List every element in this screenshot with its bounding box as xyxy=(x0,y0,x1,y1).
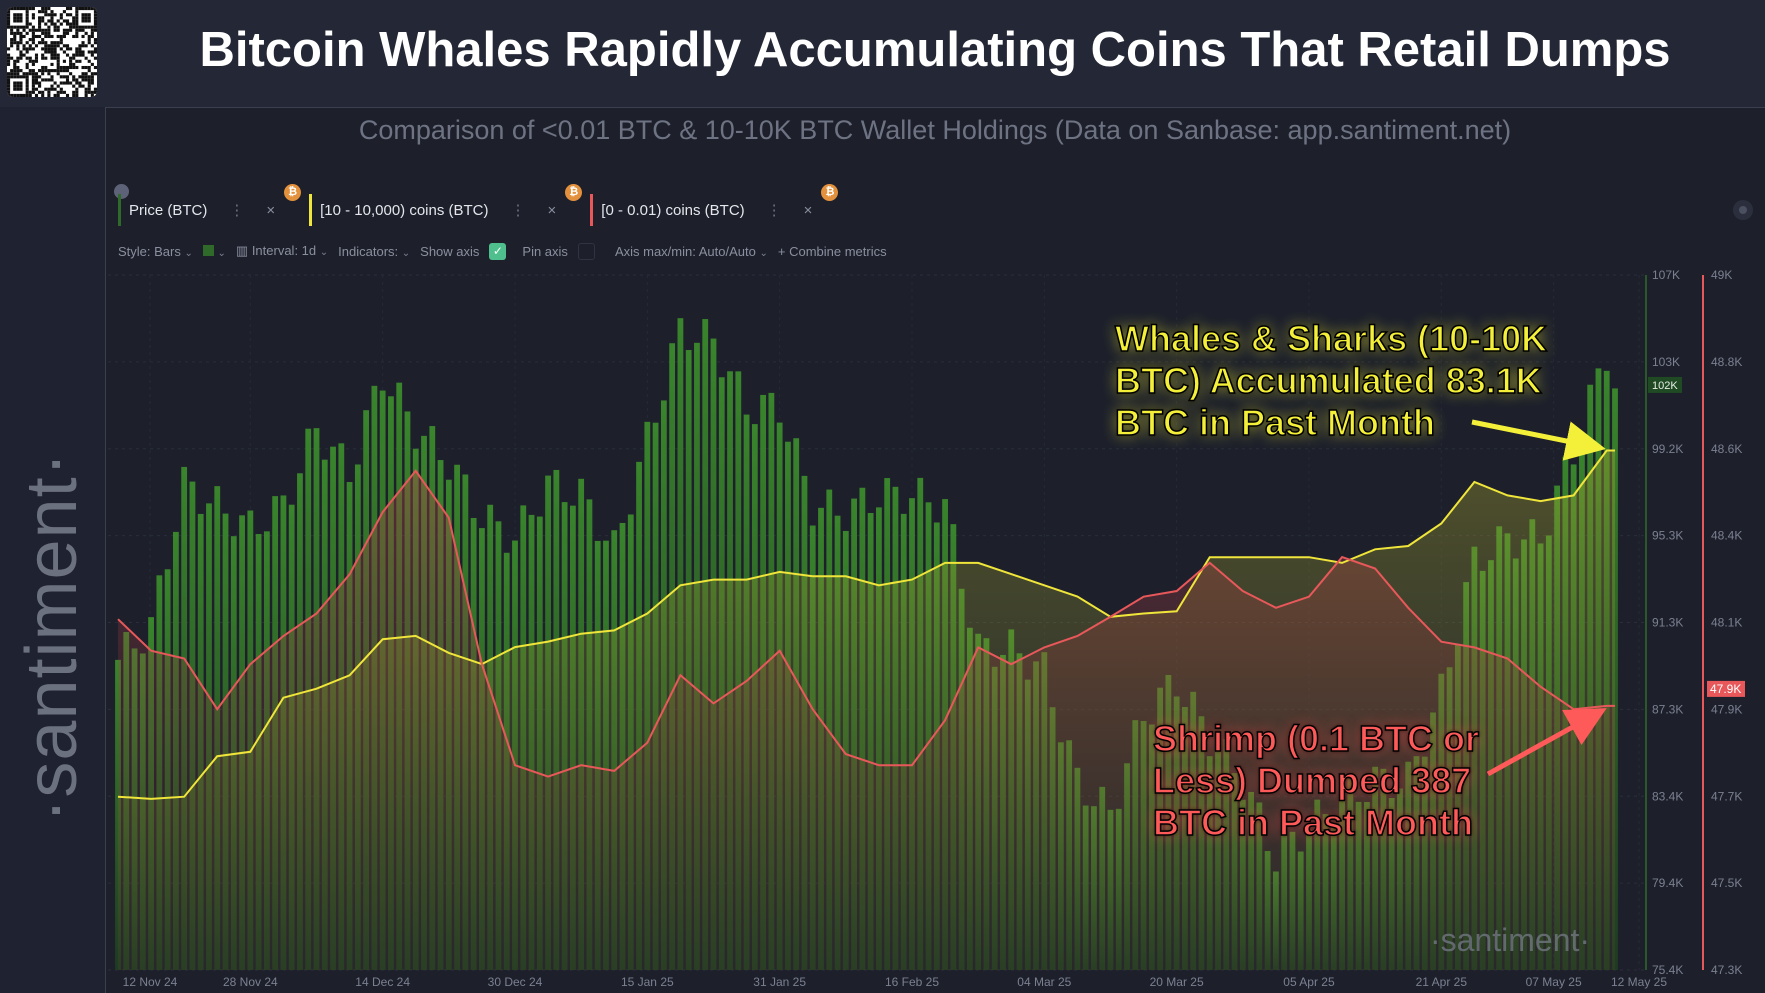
sidebar: ·santiment· xyxy=(0,107,106,993)
tab-shrimp[interactable]: [0 - 0.01) coins (BTC) ⋮ × ₿ xyxy=(590,184,839,226)
more-icon[interactable]: ⋮ xyxy=(229,202,245,219)
right-axis-tick: 47.9K xyxy=(1711,702,1742,716)
axis-maxmin-label: Axis max/min: Auto/Auto xyxy=(614,243,756,259)
combine-label: Combine metrics xyxy=(789,243,887,259)
chevron-down-icon: ⌄ xyxy=(401,247,411,259)
price-current-badge xyxy=(1648,376,1682,393)
right-axis-tick: 47.7K xyxy=(1711,789,1742,803)
annotation-line: BTC in Past Month xyxy=(1152,801,1473,844)
x-axis-tick: 05 Apr 25 xyxy=(1283,975,1335,989)
color-picker[interactable]: ⌄ xyxy=(202,244,226,259)
left-axis-tick: 83.4K xyxy=(1652,789,1683,803)
right-axis-tick: 48.1K xyxy=(1711,616,1742,630)
shrimp-current-label: 47.9K xyxy=(1710,682,1741,696)
whales-annotation: Whales & Sharks (10-10K BTC) Accumulated… xyxy=(1114,317,1548,444)
close-icon[interactable]: × xyxy=(547,201,557,219)
left-axis-tick: 103K xyxy=(1652,355,1680,369)
show-axis-checkbox[interactable]: ✓ xyxy=(489,242,507,260)
annotation-line: Whales & Sharks (10-10K xyxy=(1114,317,1548,360)
bitcoin-icon: ₿ xyxy=(821,184,839,201)
qr-code-icon xyxy=(7,7,97,97)
right-axis-tick: 48.4K xyxy=(1711,529,1742,543)
more-icon[interactable]: ⋮ xyxy=(766,202,782,219)
plus-icon: + xyxy=(777,243,786,259)
color-swatch xyxy=(202,244,214,256)
x-axis-tick: 30 Dec 24 xyxy=(488,975,543,989)
x-axis-tick: 12 May 25 xyxy=(1611,975,1667,989)
left-axis-tick: 107K xyxy=(1652,268,1680,282)
chevron-down-icon: ⌄ xyxy=(217,247,226,259)
close-icon[interactable]: × xyxy=(266,201,276,219)
interval-dropdown[interactable]: ▥ Interval: 1d ⌄ xyxy=(236,243,328,259)
more-icon[interactable]: ⋮ xyxy=(510,202,526,219)
tab-label: [10 - 10,000) coins (BTC) xyxy=(320,201,489,219)
chevron-down-icon: ⌄ xyxy=(759,247,768,259)
left-axis-tick: 87.3K xyxy=(1652,702,1683,716)
x-axis-tick: 20 Mar 25 xyxy=(1150,975,1204,989)
x-axis-tick: 21 Apr 25 xyxy=(1416,975,1468,989)
indicators-label: Indicators: xyxy=(338,243,399,259)
left-axis-tick: 91.3K xyxy=(1652,616,1683,630)
x-axis-tick: 04 Mar 25 xyxy=(1017,975,1071,989)
annotation-line: BTC in Past Month xyxy=(1114,401,1435,444)
lock-icon[interactable] xyxy=(114,184,129,199)
x-axis-tick: 15 Jan 25 xyxy=(621,975,674,989)
indicators-dropdown[interactable]: Indicators: ⌄ xyxy=(338,244,410,259)
tab-label: [0 - 0.01) coins (BTC) xyxy=(601,201,745,219)
x-axis-tick: 16 Feb 25 xyxy=(885,975,939,989)
bitcoin-icon: ₿ xyxy=(565,184,583,201)
annotation-line: Less) Dumped 387 xyxy=(1152,759,1472,802)
axis-maxmin-dropdown[interactable]: Axis max/min: Auto/Auto ⌄ xyxy=(615,244,768,259)
annotation-line: BTC) Accumulated 83.1K xyxy=(1114,359,1542,402)
pin-axis-checkbox[interactable] xyxy=(577,242,595,260)
x-axis-tick: 28 Nov 24 xyxy=(223,975,278,989)
left-axis-tick: 79.4K xyxy=(1652,876,1683,890)
right-axis-tick: 47.5K xyxy=(1711,876,1742,890)
right-axis-tick: 48.8K xyxy=(1711,355,1742,369)
annotation-line: Shrimp (0.1 BTC or xyxy=(1152,717,1480,760)
style-label: Style: Bars xyxy=(118,243,181,259)
interval-label: Interval: 1d xyxy=(251,243,317,258)
right-axis-tick: 48.6K xyxy=(1711,442,1742,456)
header: Bitcoin Whales Rapidly Accumulating Coin… xyxy=(0,0,1765,108)
tab-whales[interactable]: [10 - 10,000) coins (BTC) ⋮ × ₿ xyxy=(309,184,583,226)
x-axis-tick: 14 Dec 24 xyxy=(355,975,410,989)
status-dot-icon[interactable] xyxy=(1733,200,1753,220)
left-axis-tick: 75.4K xyxy=(1652,963,1683,977)
style-dropdown[interactable]: Style: Bars ⌄ xyxy=(118,244,193,259)
tab-price[interactable]: Price (BTC) ⋮ × ₿ xyxy=(118,184,302,226)
metric-tabs: Price (BTC) ⋮ × ₿ [10 - 10,000) coins (B… xyxy=(118,184,839,226)
pin-axis-label: Pin axis xyxy=(522,243,568,259)
shrimp-arrow xyxy=(1486,708,1607,777)
shrimp-current-badge xyxy=(1707,680,1745,697)
chevron-down-icon: ⌄ xyxy=(184,247,193,259)
series-area xyxy=(118,470,1615,970)
left-axis-tick: 95.3K xyxy=(1652,529,1683,543)
left-axis-tick: 99.2K xyxy=(1652,442,1683,456)
tab-label: Price (BTC) xyxy=(129,201,208,219)
combine-metrics-button[interactable]: + Combine metrics xyxy=(778,244,887,259)
santiment-watermark: ·santiment· xyxy=(1430,922,1591,958)
right-axis-tick: 49K xyxy=(1711,268,1732,282)
close-icon[interactable]: × xyxy=(803,201,813,219)
x-axis-tick: 12 Nov 24 xyxy=(123,975,178,989)
bitcoin-icon: ₿ xyxy=(284,184,302,201)
chart-toolbar: Style: Bars ⌄ ⌄ ▥ Interval: 1d ⌄ Indicat… xyxy=(118,240,897,262)
page-title: Bitcoin Whales Rapidly Accumulating Coin… xyxy=(199,23,1671,77)
x-axis-tick: 31 Jan 25 xyxy=(753,975,806,989)
right-axis-tick: 47.3K xyxy=(1711,963,1742,977)
x-axis-tick: 07 May 25 xyxy=(1526,975,1582,989)
price-current-label: 102K xyxy=(1652,380,1678,392)
chevron-down-icon: ⌄ xyxy=(319,247,329,258)
chart-subtitle: Comparison of <0.01 BTC & 10-10K BTC Wal… xyxy=(358,115,1512,145)
whales-arrow xyxy=(1471,419,1606,461)
calendar-icon: ▥ xyxy=(235,243,249,258)
shrimp-annotation: Shrimp (0.1 BTC or Less) Dumped 387 BTC … xyxy=(1152,717,1480,844)
show-axis-label: Show axis xyxy=(420,243,480,259)
